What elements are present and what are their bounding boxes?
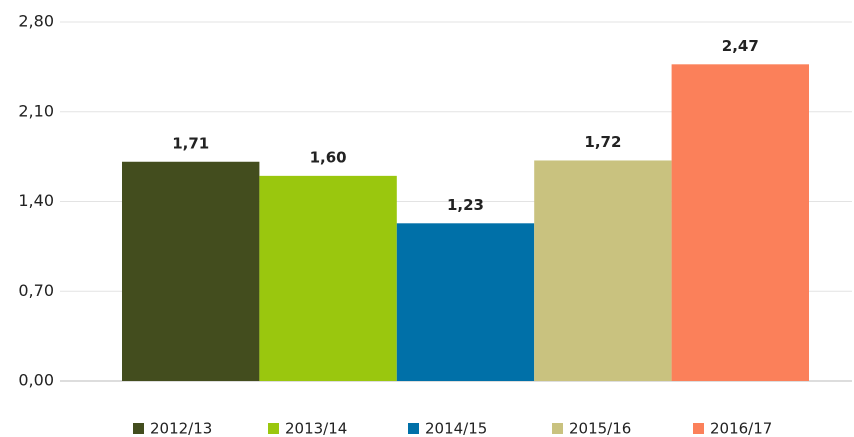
legend-label: 2015/16 xyxy=(569,420,631,437)
data-label: 1,71 xyxy=(172,134,209,152)
legend-label: 2013/14 xyxy=(285,420,347,437)
bar xyxy=(671,64,809,381)
y-tick-label: 0,00 xyxy=(18,371,54,390)
bar xyxy=(534,160,672,381)
legend-swatch xyxy=(408,423,419,434)
legend-swatch xyxy=(552,423,563,434)
data-label: 1,23 xyxy=(447,196,484,214)
data-label: 2,47 xyxy=(722,37,759,55)
legend-swatch xyxy=(693,423,704,434)
legend-label: 2012/13 xyxy=(150,420,212,437)
legend-swatch xyxy=(268,423,279,434)
legend-label: 2014/15 xyxy=(425,420,487,437)
legend-swatch xyxy=(133,423,144,434)
legend-label: 2016/17 xyxy=(710,420,772,437)
bar xyxy=(396,223,535,381)
data-label: 1,72 xyxy=(584,133,621,151)
bar xyxy=(259,175,397,381)
data-label: 1,60 xyxy=(310,148,347,166)
y-tick-label: 2,10 xyxy=(18,101,54,120)
y-tick-label: 2,80 xyxy=(18,12,54,31)
y-tick-label: 0,70 xyxy=(18,281,54,300)
y-tick-label: 1,40 xyxy=(18,191,54,210)
bar xyxy=(122,161,260,381)
